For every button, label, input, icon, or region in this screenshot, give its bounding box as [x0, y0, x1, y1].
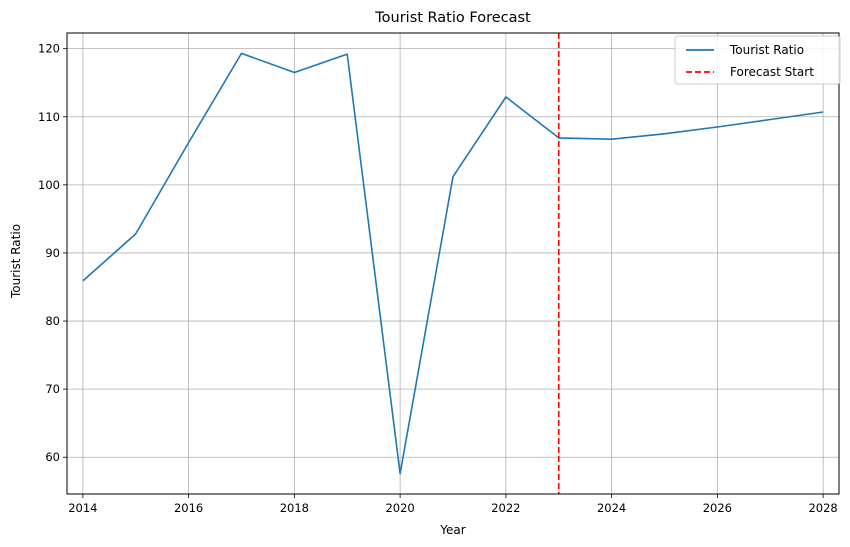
- grid: [67, 33, 839, 494]
- y-tick-label: 100: [38, 178, 60, 192]
- x-tick-label: 2024: [597, 501, 626, 515]
- y-tick-label: 110: [38, 110, 60, 124]
- series-line-tourist-ratio: [82, 52, 824, 475]
- chart-title: Tourist Ratio Forecast: [374, 10, 531, 26]
- x-tick-label: 2016: [174, 501, 203, 515]
- y-axis-label: Tourist Ratio: [9, 224, 23, 299]
- legend-label-series: Tourist Ratio: [729, 43, 804, 57]
- x-axis-ticks: 2014 2016 2018 2020 2022 2024 2026 2028: [68, 494, 838, 515]
- x-axis-label: Year: [439, 523, 465, 537]
- x-tick-label: 2020: [385, 501, 414, 515]
- y-tick-label: 70: [45, 382, 60, 396]
- y-tick-label: 80: [45, 314, 60, 328]
- legend-box: [674, 35, 841, 85]
- y-tick-label: 60: [45, 450, 60, 464]
- x-tick-label: 2026: [703, 501, 732, 515]
- x-tick-label: 2014: [68, 501, 97, 515]
- y-axis-ticks: 60 70 80 90 100 110 120: [38, 42, 67, 464]
- y-tick-label: 90: [45, 246, 60, 260]
- legend-label-forecast: Forecast Start: [730, 65, 814, 79]
- legend: Tourist Ratio Forecast Start: [674, 35, 841, 85]
- series-layer: [82, 52, 824, 475]
- x-tick-label: 2018: [280, 501, 309, 515]
- x-tick-label: 2028: [808, 501, 837, 515]
- y-tick-label: 120: [38, 42, 60, 56]
- plot-frame: [66, 32, 840, 495]
- x-tick-label: 2022: [491, 501, 520, 515]
